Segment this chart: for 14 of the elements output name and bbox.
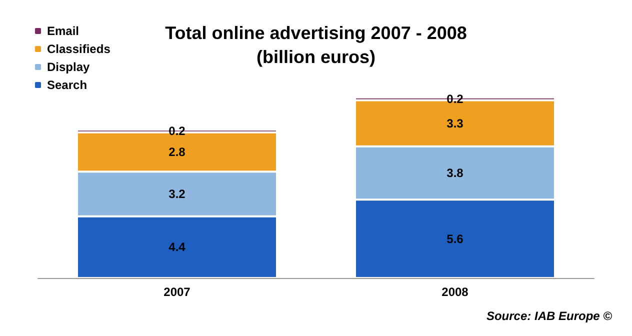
data-label: 4.4 [168, 240, 186, 254]
data-label: 2.8 [168, 145, 186, 159]
data-label: 5.6 [446, 232, 464, 246]
x-tick-label: 2008 [442, 285, 469, 299]
x-tick-label: 2007 [164, 285, 191, 299]
data-label: 3.8 [446, 166, 464, 180]
data-label: 3.2 [168, 187, 186, 201]
source-note: Source: IAB Europe © [486, 309, 612, 323]
chart-title: Total online advertising 2007 - 2008 (billion euros) [165, 23, 467, 67]
legend-label: Email [47, 24, 80, 38]
legend-label: Display [47, 60, 90, 74]
data-label: 3.3 [446, 116, 464, 130]
legend-label: Classifieds [47, 42, 111, 56]
legend-label: Search [47, 78, 88, 92]
